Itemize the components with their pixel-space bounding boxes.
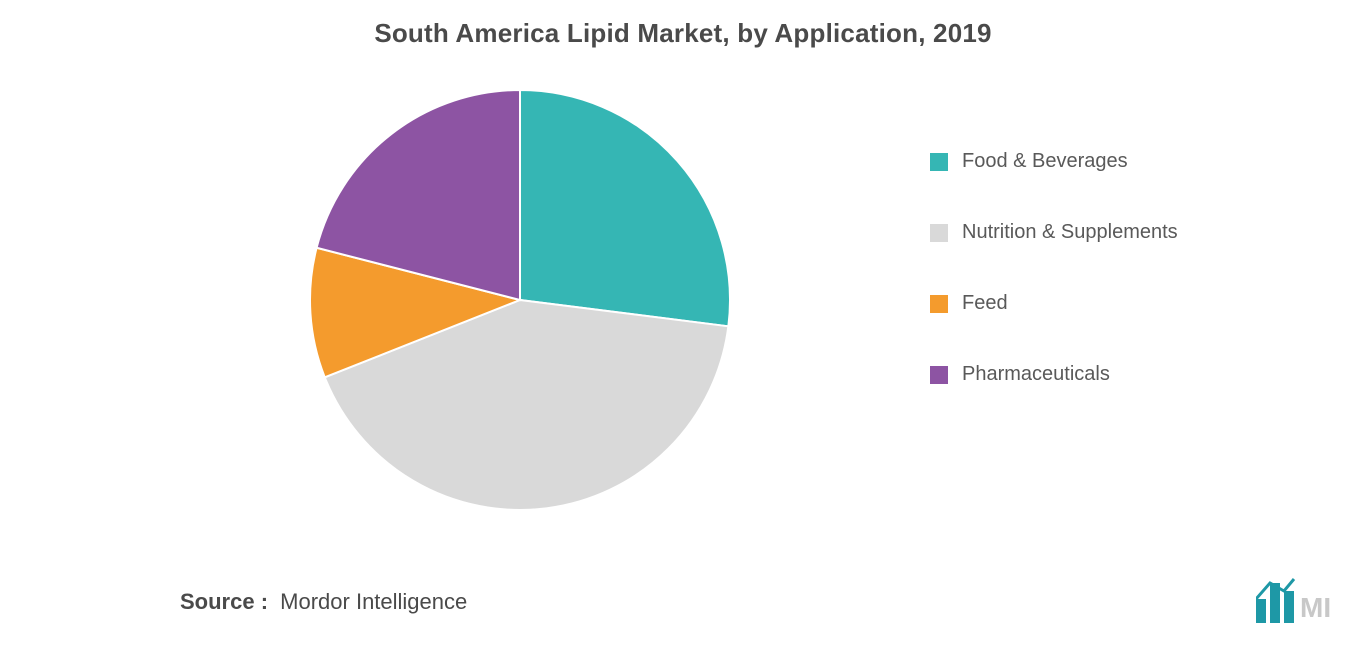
legend-label: Food & Beverages: [962, 150, 1128, 173]
legend-label: Nutrition & Supplements: [962, 221, 1178, 244]
legend-item: Feed: [930, 292, 1178, 315]
brand-logo: MI: [1256, 573, 1334, 623]
legend-swatch-icon: [930, 224, 948, 242]
legend-swatch-icon: [930, 153, 948, 171]
legend-item: Food & Beverages: [930, 150, 1178, 173]
legend-swatch-icon: [930, 295, 948, 313]
legend-label: Feed: [962, 292, 1008, 315]
pie-slice: [520, 90, 730, 326]
source-label: Source :: [180, 589, 268, 614]
legend-swatch-icon: [930, 366, 948, 384]
pie-chart: [300, 80, 740, 520]
legend-label: Pharmaceuticals: [962, 363, 1110, 386]
chart-title: South America Lipid Market, by Applicati…: [0, 18, 1366, 49]
svg-text:MI: MI: [1300, 592, 1331, 623]
legend: Food & Beverages Nutrition & Supplements…: [930, 150, 1178, 386]
legend-item: Pharmaceuticals: [930, 363, 1178, 386]
source-value: Mordor Intelligence: [280, 589, 467, 614]
legend-item: Nutrition & Supplements: [930, 221, 1178, 244]
source-line: Source : Mordor Intelligence: [180, 589, 467, 615]
